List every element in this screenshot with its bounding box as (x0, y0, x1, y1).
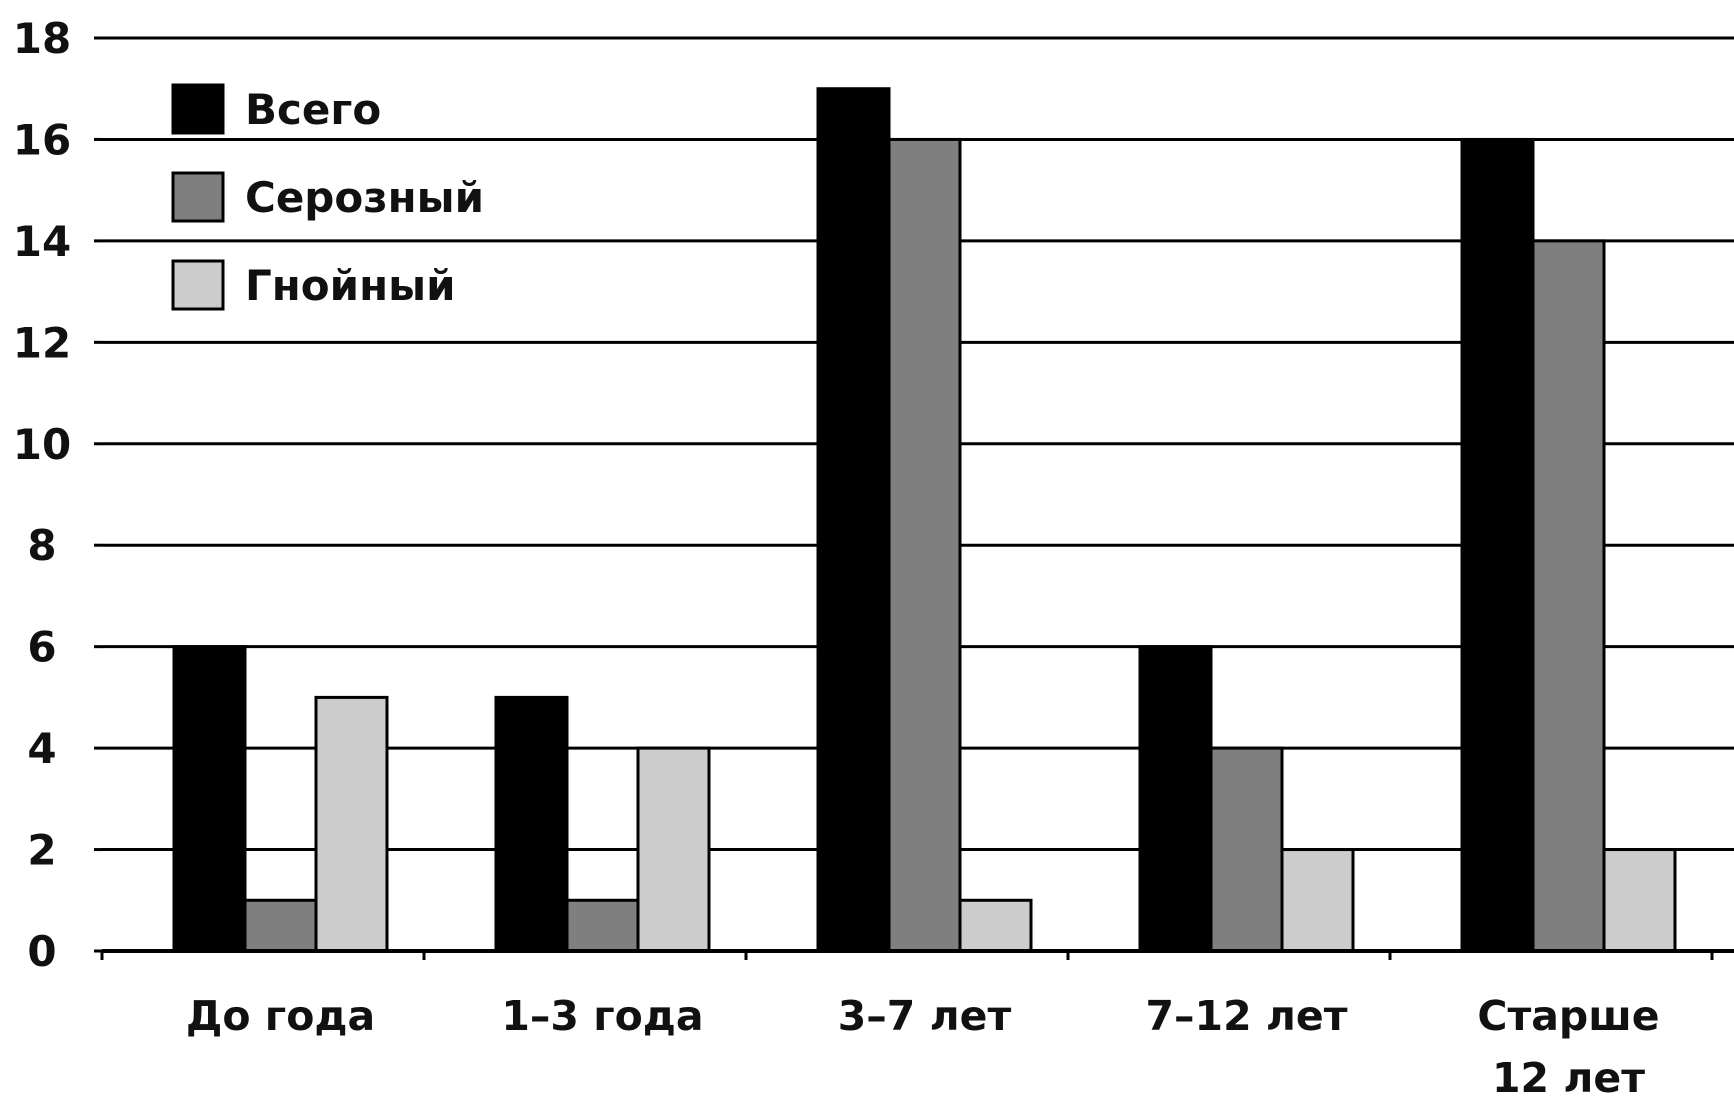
bar (243, 898, 318, 953)
bar (172, 645, 247, 953)
y-axis-ticks: 0 2 4 6 8 10 12 14 16 18 (13, 14, 71, 976)
y-tick-label: 2 (27, 826, 56, 875)
y-tick-label: 6 (27, 623, 56, 672)
x-tick-label-line: Старше (1477, 992, 1659, 1040)
legend: Всего Серозный Гнойный (171, 83, 484, 311)
x-tick-label-line: 7–12 лет (1146, 992, 1348, 1040)
y-tick-label: 14 (13, 217, 71, 266)
legend-label: Гнойный (245, 261, 456, 310)
x-tick-label: 7–12 лет (1146, 992, 1348, 1040)
bar (887, 137, 962, 953)
x-tick-label: До года (186, 992, 375, 1040)
y-tick-label: 16 (13, 115, 71, 164)
bars (172, 87, 1677, 953)
y-tick-label: 0 (27, 927, 56, 976)
bar (1602, 848, 1677, 953)
legend-swatch (171, 259, 225, 311)
bar (565, 898, 640, 953)
x-tick-label: 1–3 года (501, 992, 703, 1040)
bar (1138, 645, 1213, 953)
legend-swatch (171, 171, 225, 223)
y-tick-label: 8 (27, 521, 56, 570)
legend-label: Серозный (245, 173, 484, 222)
x-tick-label-line: 12 лет (1492, 1054, 1645, 1102)
bar (494, 695, 569, 953)
bar (816, 87, 891, 953)
y-tick-label: 12 (13, 318, 71, 367)
x-axis-labels: До года 1–3 года 3–7 лет 7–12 лет Старше 12 л… (186, 992, 1660, 1102)
axes (100, 949, 1734, 960)
bar (314, 695, 389, 953)
legend-swatch (171, 83, 225, 135)
x-tick-label-line: 3–7 лет (838, 992, 1012, 1040)
x-tick-label: 3–7 лет (838, 992, 1012, 1040)
bar (958, 898, 1033, 953)
x-tick-label-line: 1–3 года (501, 992, 703, 1040)
legend-label: Всего (245, 85, 381, 134)
bar (1531, 239, 1606, 953)
y-tick-label: 18 (13, 14, 71, 63)
bar (1460, 137, 1535, 953)
bar (1280, 848, 1355, 953)
y-tick-label: 4 (27, 724, 56, 773)
x-tick-label-line: До года (186, 992, 375, 1040)
y-tick-label: 10 (13, 420, 71, 469)
bar (636, 746, 711, 953)
x-tick-label: Старше 12 лет (1477, 992, 1659, 1102)
bar (1209, 746, 1284, 953)
